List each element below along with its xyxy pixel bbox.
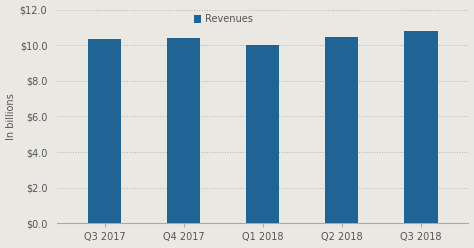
Bar	[404, 31, 438, 223]
Bar	[246, 45, 279, 223]
Bar	[88, 39, 121, 223]
Bar	[325, 37, 358, 223]
Legend: Revenues: Revenues	[193, 14, 253, 24]
Bar	[167, 38, 200, 223]
Y-axis label: In billions: In billions	[6, 93, 16, 140]
